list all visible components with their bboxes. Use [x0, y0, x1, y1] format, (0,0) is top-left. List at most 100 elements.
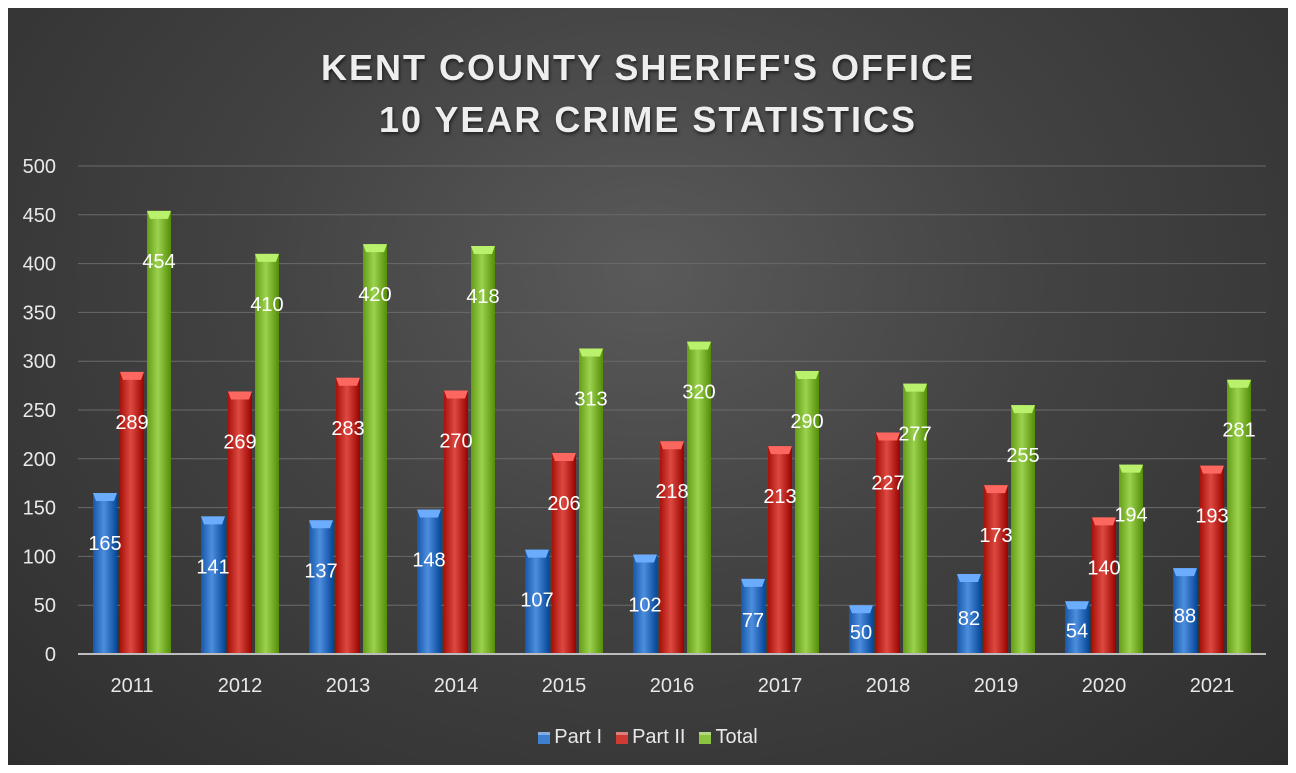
bar-part-ii-2018 [876, 432, 900, 654]
bar-cap-part-i-2019 [957, 573, 981, 582]
bar-part-i-2011 [93, 492, 117, 654]
data-label-part-i-2015: 107 [520, 590, 553, 612]
data-label-total-2017: 290 [790, 411, 823, 433]
legend-label-total: Total [715, 726, 758, 748]
y-tick-label: 0 [45, 644, 56, 666]
bar-part-ii-2021 [1200, 465, 1224, 654]
y-tick-label: 250 [23, 400, 56, 422]
data-label-total-2016: 320 [682, 382, 715, 404]
data-label-part-ii-2021: 193 [1195, 506, 1228, 528]
bar-part-ii-2015 [552, 452, 576, 654]
bar-cap-total-2020 [1119, 464, 1143, 473]
bar-cap-part-i-2012 [201, 516, 225, 525]
bar-part-i-2018 [849, 605, 873, 654]
data-label-part-i-2014: 148 [412, 550, 445, 572]
bar-part-ii-2017 [768, 446, 792, 654]
bar-cap-total-2013 [363, 244, 387, 253]
x-tick-label: 2021 [1190, 675, 1235, 697]
legend-swatch-part-i [538, 731, 551, 744]
data-label-part-ii-2012: 269 [223, 431, 256, 453]
bar-cap-part-i-2018 [849, 605, 873, 614]
data-label-part-i-2021: 88 [1174, 605, 1196, 627]
legend: Part I Part II Total [8, 726, 1288, 749]
bar-cap-part-ii-2018 [876, 432, 900, 441]
bar-cap-part-ii-2017 [768, 446, 792, 455]
data-label-total-2011: 454 [142, 251, 175, 273]
y-tick-label: 150 [23, 498, 56, 520]
bar-part-i-2012 [201, 516, 225, 654]
data-label-total-2019: 255 [1006, 445, 1039, 467]
data-label-total-2012: 410 [250, 294, 283, 316]
bar-total-2014 [471, 246, 495, 655]
x-tick-label: 2011 [110, 675, 153, 697]
bar-cap-total-2019 [1011, 405, 1035, 414]
y-tick-label: 100 [23, 546, 56, 568]
legend-item-total: Total [699, 726, 758, 749]
data-label-part-ii-2011: 289 [115, 412, 148, 434]
bar-cap-part-ii-2019 [984, 485, 1008, 494]
chart-title: KENT COUNTY SHERIFF'S OFFICE 10 YEAR CRI… [8, 42, 1288, 146]
y-tick-label: 350 [23, 302, 56, 324]
y-tick-label: 400 [23, 254, 56, 276]
bar-cap-total-2015 [579, 348, 603, 357]
bar-cap-part-i-2017 [741, 578, 765, 587]
bar-total-2018 [903, 383, 927, 654]
bar-part-ii-2011 [120, 371, 144, 654]
bar-part-i-2013 [309, 520, 333, 654]
data-label-part-ii-2013: 283 [331, 418, 364, 440]
data-label-part-ii-2018: 227 [871, 472, 904, 494]
bar-cap-part-ii-2015 [552, 452, 576, 461]
data-label-total-2015: 313 [574, 389, 607, 411]
chart-frame: KENT COUNTY SHERIFF'S OFFICE 10 YEAR CRI… [8, 8, 1288, 765]
data-label-part-ii-2014: 270 [439, 430, 472, 452]
x-tick-label: 2018 [866, 675, 911, 697]
x-tick-label: 2013 [326, 675, 371, 697]
y-tick-label: 450 [23, 205, 56, 227]
legend-item-part-i: Part I [538, 726, 602, 749]
bar-total-2020 [1119, 464, 1143, 654]
chart-title-line-2: 10 YEAR CRIME STATISTICS [378, 99, 918, 140]
bar-cap-total-2021 [1227, 379, 1251, 388]
chart-title-line-1: KENT COUNTY SHERIFF'S OFFICE [321, 47, 975, 88]
x-tick-label: 2016 [650, 675, 695, 697]
bar-cap-part-ii-2012 [228, 391, 252, 400]
bar-cap-part-ii-2011 [120, 371, 144, 380]
bar-cap-part-i-2016 [633, 554, 657, 563]
bar-cap-total-2018 [903, 383, 927, 392]
bar-cap-total-2016 [687, 341, 711, 350]
data-label-part-i-2016: 102 [628, 594, 661, 616]
bar-cap-part-i-2015 [525, 549, 549, 558]
bar-total-2019 [1011, 405, 1035, 654]
legend-item-part-ii: Part II [616, 726, 685, 749]
x-tick-label: 2012 [218, 675, 263, 697]
bar-cap-total-2011 [147, 210, 171, 219]
bar-part-i-2020 [1065, 601, 1089, 654]
bar-part-i-2016 [633, 554, 657, 654]
data-label-total-2014: 418 [466, 286, 499, 308]
data-label-part-ii-2017: 213 [763, 486, 796, 508]
data-label-part-i-2020: 54 [1066, 620, 1088, 642]
bar-total-2013 [363, 244, 387, 654]
data-label-total-2013: 420 [358, 284, 391, 306]
data-label-part-i-2013: 137 [304, 560, 337, 582]
bar-part-i-2014 [417, 509, 441, 654]
y-tick-label: 200 [23, 449, 56, 471]
bar-part-ii-2013 [336, 377, 360, 654]
bar-cap-part-i-2020 [1065, 601, 1089, 610]
bar-total-2021 [1227, 379, 1251, 654]
bar-part-ii-2019 [984, 485, 1008, 654]
bar-cap-total-2012 [255, 253, 279, 262]
legend-label-part-ii: Part II [632, 726, 686, 748]
bar-part-i-2015 [525, 549, 549, 654]
data-label-part-i-2011: 165 [88, 533, 121, 555]
data-label-part-i-2017: 77 [742, 610, 764, 632]
bar-cap-part-ii-2013 [336, 377, 360, 386]
legend-label-part-i: Part I [554, 726, 603, 748]
bar-part-i-2017 [741, 578, 765, 654]
bar-total-2015 [579, 348, 603, 654]
data-label-part-ii-2016: 218 [655, 481, 688, 503]
x-tick-label: 2019 [974, 675, 1019, 697]
data-label-part-i-2018: 50 [850, 622, 872, 644]
bar-cap-part-ii-2016 [660, 441, 684, 450]
x-tick-label: 2014 [434, 675, 479, 697]
